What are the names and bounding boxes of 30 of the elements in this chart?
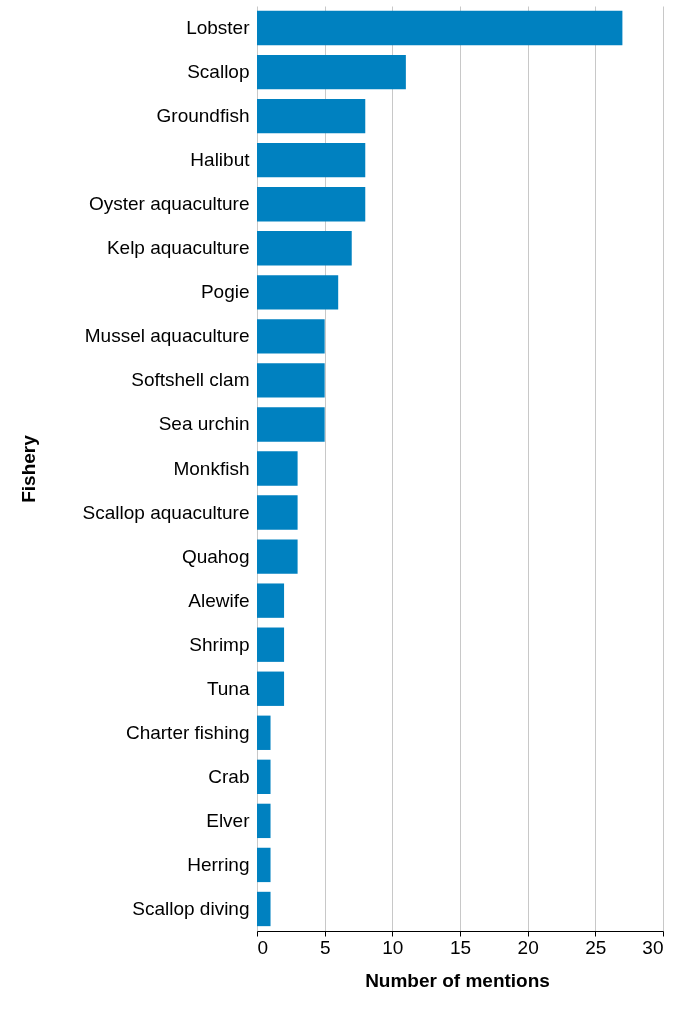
y-tick-label: Monkfish bbox=[173, 457, 250, 479]
y-tick-label: Scallop aquaculture bbox=[82, 501, 250, 523]
y-tick-label: Charter fishing bbox=[125, 721, 250, 743]
y-tick-label: Groundfish bbox=[156, 105, 250, 127]
x-tick-label: 0 bbox=[257, 936, 269, 958]
y-tick-label: Mussel aquaculture bbox=[84, 325, 250, 347]
y-tick-label: Herring bbox=[187, 853, 250, 875]
y-tick-label: Kelp aquaculture bbox=[106, 237, 250, 259]
x-tick-label: 15 bbox=[449, 936, 472, 958]
y-axis-title: Fishery bbox=[17, 434, 39, 503]
y-tick-label: Lobster bbox=[186, 17, 251, 39]
y-tick-label: Scallop diving bbox=[132, 897, 250, 919]
x-tick-label: 30 bbox=[642, 936, 664, 958]
y-tick-label: Crab bbox=[208, 765, 250, 787]
y-tick-label: Alewife bbox=[188, 589, 250, 611]
y-tick-label: Shrimp bbox=[189, 633, 250, 655]
y-tick-label: Scallop bbox=[187, 61, 250, 83]
y-tick-label: Pogie bbox=[200, 281, 250, 303]
y-tick-label: Elver bbox=[206, 809, 251, 831]
x-tick-label: 10 bbox=[382, 936, 404, 958]
y-tick-label: Oyster aquaculture bbox=[88, 193, 250, 215]
y-tick-label: Halibut bbox=[190, 149, 251, 171]
y-tick-label: Sea urchin bbox=[158, 413, 250, 435]
x-tick-label: 5 bbox=[319, 936, 331, 958]
y-tick-label: Tuna bbox=[206, 677, 250, 699]
x-tick-label: 25 bbox=[585, 936, 607, 958]
y-tick-label: Softshell clam bbox=[131, 369, 250, 391]
x-axis-title: Number of mentions bbox=[365, 969, 550, 991]
y-tick-label: Quahog bbox=[181, 545, 250, 567]
x-tick-label: 20 bbox=[517, 936, 539, 958]
